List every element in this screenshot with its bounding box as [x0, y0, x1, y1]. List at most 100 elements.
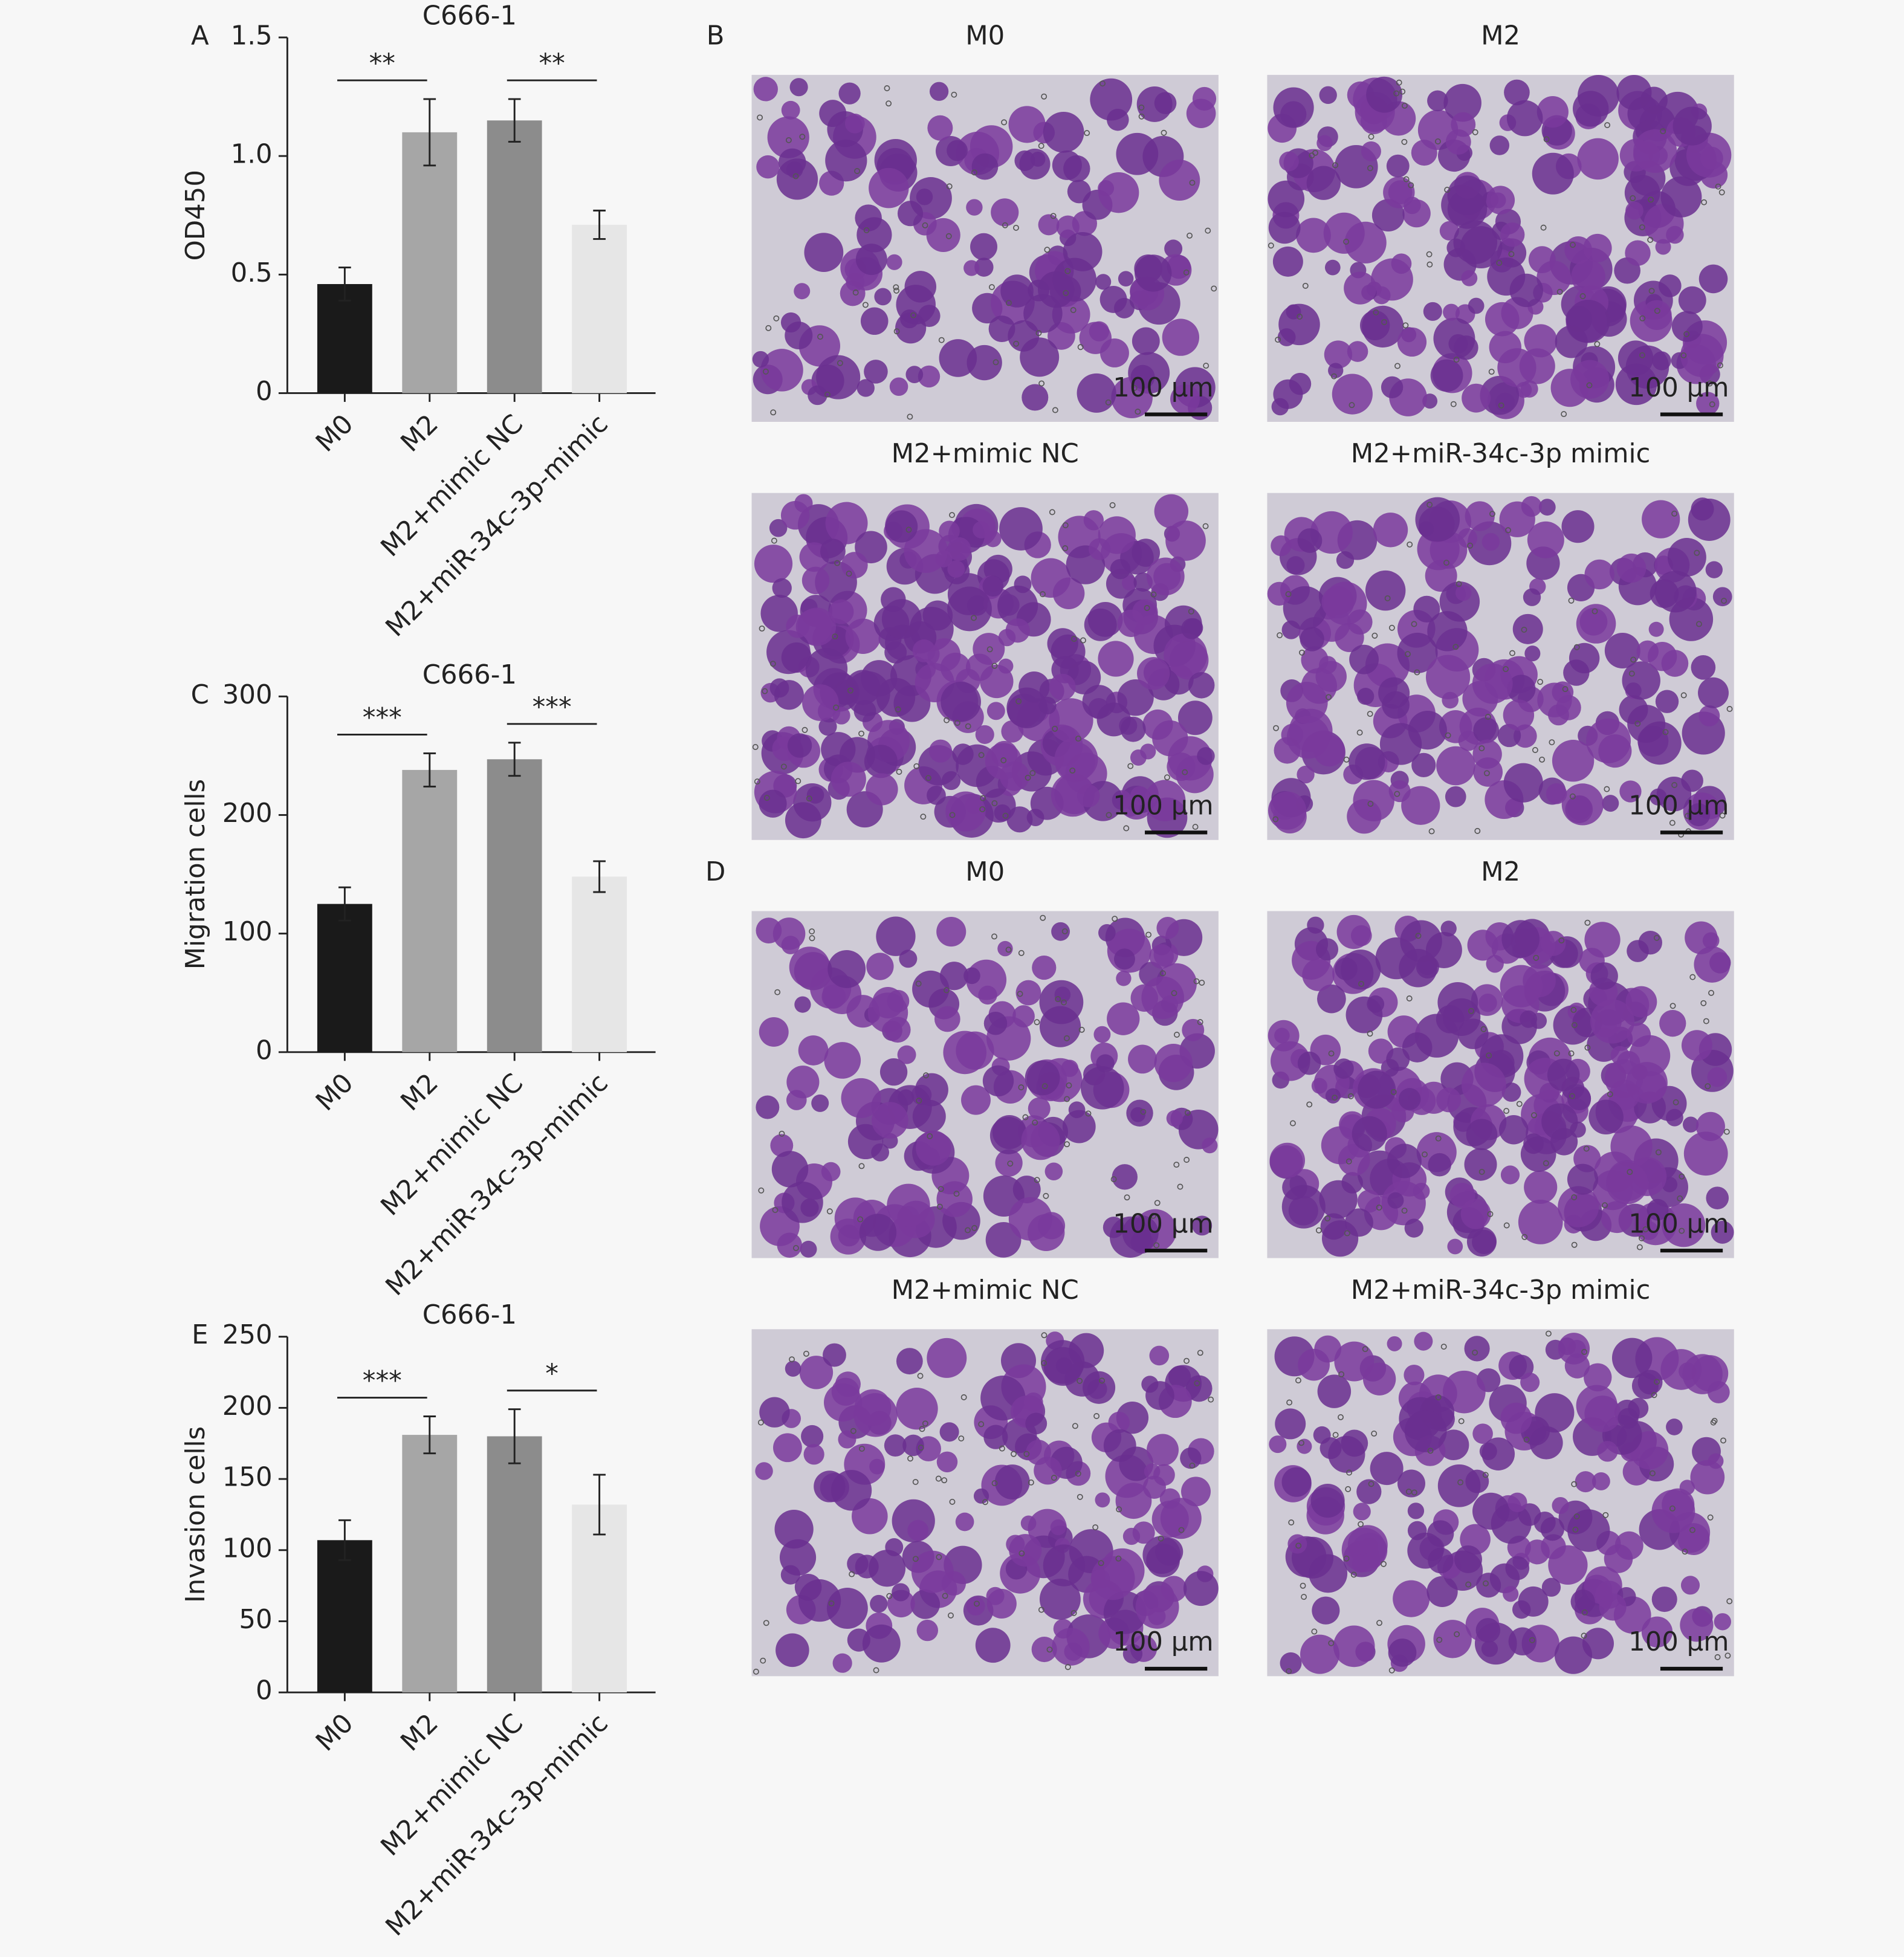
panel-label: D: [705, 857, 725, 887]
cell: [1302, 959, 1335, 991]
pore: [1286, 1399, 1293, 1406]
pore: [979, 806, 986, 812]
pore: [1064, 1141, 1070, 1148]
pore: [991, 662, 998, 669]
pore: [1482, 1472, 1489, 1478]
cell: [1319, 86, 1337, 105]
pore: [1724, 1652, 1731, 1659]
micrograph: [1267, 1329, 1734, 1677]
pore: [949, 512, 955, 519]
pore: [1649, 1470, 1656, 1477]
cell: [1500, 222, 1525, 247]
cell: [756, 917, 782, 944]
pore: [772, 1207, 779, 1213]
pore: [1368, 134, 1375, 140]
pore: [779, 1130, 785, 1137]
pore: [774, 989, 781, 995]
cell: [1567, 1509, 1610, 1552]
cell: [1268, 180, 1305, 218]
cell: [759, 1397, 790, 1428]
cell: [1606, 1162, 1648, 1205]
cell: [1050, 1519, 1066, 1536]
pore: [1516, 1101, 1523, 1107]
pore: [1549, 739, 1555, 746]
pore: [1607, 1091, 1613, 1098]
pore: [1367, 165, 1373, 172]
cell: [1297, 528, 1323, 553]
cell: [1000, 761, 1030, 791]
cell: [1552, 1496, 1569, 1515]
cell: [1197, 747, 1215, 765]
error-bar: [593, 1473, 606, 1536]
pore: [1022, 1114, 1029, 1121]
y-tick-label: 150: [222, 1463, 273, 1493]
cell: [1401, 786, 1440, 825]
cell: [1095, 274, 1112, 290]
x-tick-label: M2+mimic NC: [375, 409, 529, 563]
pore: [1669, 1003, 1676, 1009]
pore: [1077, 1377, 1083, 1384]
cell: [766, 630, 811, 674]
pore: [1415, 933, 1422, 939]
y-tick-label: 0.5: [231, 258, 273, 288]
cell: [1512, 1600, 1531, 1619]
pore: [1013, 340, 1020, 347]
pore: [1018, 949, 1025, 956]
pore: [1285, 591, 1292, 597]
pore: [1072, 1423, 1078, 1429]
cell: [1679, 1480, 1695, 1495]
cell: [1598, 734, 1632, 768]
pore: [1592, 608, 1598, 615]
cell: [1570, 1590, 1595, 1614]
cell: [1098, 924, 1116, 942]
pore: [949, 812, 956, 818]
pore: [757, 1419, 764, 1426]
cell: [1347, 341, 1368, 362]
cell: [1137, 657, 1170, 690]
cell: [1313, 1426, 1331, 1444]
cell: [896, 1388, 938, 1430]
cell: [755, 1462, 773, 1480]
cell: [759, 789, 787, 818]
cell: [1093, 1026, 1111, 1043]
cell: [1181, 618, 1203, 639]
micrograph: [1267, 911, 1734, 1258]
cell: [1637, 1370, 1663, 1395]
pore: [1367, 711, 1373, 717]
cell: [1604, 632, 1640, 668]
pore: [991, 1480, 998, 1487]
cell: [780, 312, 801, 333]
cell: [1358, 1070, 1396, 1109]
cell: [1130, 364, 1155, 389]
y-axis-label: Invasion cells: [181, 1426, 211, 1603]
cell: [811, 1094, 829, 1112]
pore: [1703, 1018, 1709, 1024]
pore: [1694, 549, 1700, 556]
cell: [1588, 1099, 1624, 1135]
cell: [1666, 1418, 1683, 1435]
pore: [1358, 1521, 1364, 1527]
cell: [918, 365, 941, 388]
cell: [1126, 1099, 1153, 1127]
cell: [1386, 154, 1410, 178]
cell: [1012, 1005, 1035, 1028]
pore: [1173, 1162, 1180, 1168]
cell: [1439, 710, 1472, 743]
cell: [1008, 1197, 1052, 1241]
cell: [1570, 1121, 1586, 1138]
cell: [1473, 717, 1500, 743]
pore: [863, 227, 870, 233]
pore: [1483, 770, 1490, 777]
pore: [1569, 793, 1576, 800]
cell: [871, 1102, 908, 1139]
cell: [1153, 1464, 1175, 1486]
cell: [871, 1143, 890, 1162]
cell: [1316, 135, 1333, 151]
cell: [955, 1512, 974, 1532]
pore: [1041, 1083, 1048, 1090]
cell: [1090, 1556, 1135, 1600]
cell: [1625, 345, 1669, 389]
cell: [1132, 1521, 1155, 1544]
pore: [1426, 251, 1433, 257]
cell: [1350, 925, 1372, 946]
